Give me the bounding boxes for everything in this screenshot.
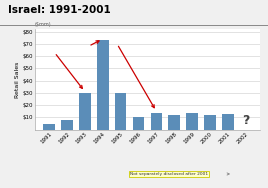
Bar: [151, 113, 162, 130]
Text: Israel: 1991-2001: Israel: 1991-2001: [8, 5, 111, 15]
Text: Not separately disclosed after 2001: Not separately disclosed after 2001: [130, 172, 208, 176]
Bar: [186, 113, 198, 130]
Bar: [79, 93, 91, 130]
Text: ($mm): ($mm): [35, 22, 51, 27]
Bar: [168, 115, 180, 130]
Bar: [204, 115, 216, 130]
Bar: [97, 40, 109, 130]
Text: ?: ?: [242, 114, 249, 127]
Bar: [133, 118, 144, 130]
Bar: [61, 120, 73, 130]
Bar: [115, 93, 126, 130]
Bar: [43, 124, 55, 130]
Bar: [222, 114, 234, 130]
Y-axis label: Retail Sales: Retail Sales: [15, 61, 20, 98]
